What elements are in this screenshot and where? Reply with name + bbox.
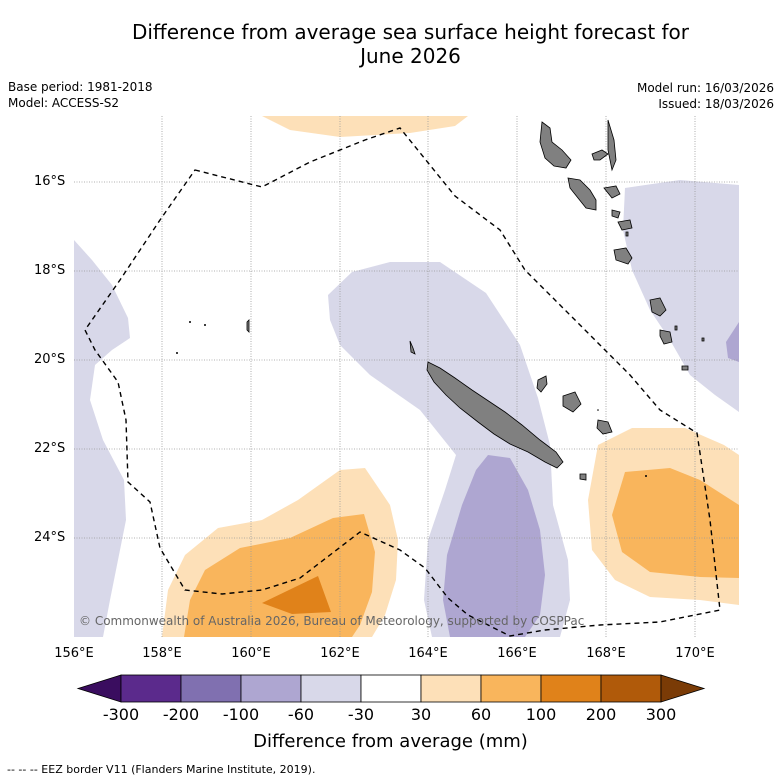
graticule	[74, 116, 739, 637]
cb-tick-label: -200	[162, 705, 200, 724]
island-chesterfield	[246, 319, 250, 333]
cb-tick-label: 60	[470, 705, 492, 724]
lon-label-168e: 168°E	[586, 646, 626, 661]
reef-dots	[176, 321, 647, 477]
island-walpole	[579, 473, 587, 481]
cb-extend-low	[76, 674, 122, 703]
cb-segment	[600, 674, 662, 703]
cb-tick-label: -300	[102, 705, 140, 724]
base-period: Base period: 1981-2018	[8, 80, 153, 94]
lon-label-162e: 162°E	[320, 646, 360, 661]
cb-segment	[240, 674, 302, 703]
map-title: Difference from average sea surface heig…	[0, 20, 781, 68]
map-svg	[74, 116, 739, 637]
lon-label-170e: 170°E	[675, 646, 715, 661]
loyalty-island-lifou	[562, 391, 582, 413]
colorbar-title: Difference from average (mm)	[253, 731, 528, 752]
anomaly-neg-30-west	[74, 240, 130, 637]
island-small-3	[701, 337, 705, 342]
eez-border	[84, 127, 721, 637]
anomaly-neg-30-east	[623, 180, 739, 412]
cb-tick-label: 30	[410, 705, 432, 724]
vanuatu-espiritu-santo	[539, 121, 572, 169]
cb-segment	[120, 674, 182, 703]
lon-label-160e: 160°E	[231, 646, 271, 661]
vanuatu-epi	[603, 185, 621, 199]
vanuatu-efate	[617, 219, 633, 231]
anomaly-pos-60-southeast	[612, 468, 739, 578]
island-small-1	[625, 231, 629, 237]
cb-segment	[300, 674, 362, 703]
land-masses	[246, 119, 705, 481]
vanuatu-ambae	[591, 149, 609, 161]
vanuatu-tanna	[649, 297, 667, 317]
cb-tick-label: -100	[222, 705, 260, 724]
new-caledonia-island	[426, 361, 564, 469]
lon-label-158e: 158°E	[142, 646, 182, 661]
cb-tick-label: 300	[645, 705, 677, 724]
copyright-notice: © Commonwealth of Australia 2026, Bureau…	[79, 614, 585, 628]
eez-footnote: -- -- -- EEZ border V11 (Flanders Marine…	[7, 763, 316, 776]
lon-label-164e: 164°E	[408, 646, 448, 661]
anomaly-pos-30-north	[262, 116, 468, 137]
cb-tick-label: 200	[585, 705, 617, 724]
anomaly-neg-60-central	[443, 455, 545, 637]
model-run: Model run: 16/03/2026	[636, 81, 774, 95]
island-matthew	[681, 365, 689, 371]
lon-label-156e: 156°E	[54, 646, 94, 661]
map-area	[74, 116, 739, 637]
anomaly-pos-100-southwest	[262, 576, 331, 614]
loyalty-island-mare	[596, 419, 613, 435]
cb-segment	[420, 674, 482, 703]
vanuatu-erromango	[613, 247, 633, 265]
meta-left: Base period: 1981-2018 Model: ACCESS-S2	[8, 79, 153, 111]
cb-tick-label: 100	[525, 705, 557, 724]
island-small-2	[674, 325, 678, 331]
vanuatu-pentecost	[607, 119, 617, 172]
cb-segment	[360, 674, 422, 703]
title-line-2: June 2026	[360, 44, 461, 68]
model-name: Model: ACCESS-S2	[8, 96, 120, 110]
cb-tick-label: -60	[287, 705, 315, 724]
lon-label-166e: 166°E	[497, 646, 537, 661]
title-line-1: Difference from average sea surface heig…	[131, 20, 690, 44]
island-belep	[409, 340, 416, 355]
vanuatu-aneityum	[659, 329, 673, 345]
lat-label-16s: 16°S	[34, 174, 66, 189]
lat-label-18s: 18°S	[34, 263, 66, 278]
cb-segment	[540, 674, 602, 703]
lat-label-24s: 24°S	[34, 530, 66, 545]
cb-tick-label: -30	[347, 705, 375, 724]
loyalty-island-ouvea	[536, 375, 548, 393]
vanuatu-malekula	[567, 177, 597, 211]
anomaly-neg-60-east	[726, 322, 739, 362]
cb-segment	[180, 674, 242, 703]
cb-segment	[480, 674, 542, 703]
vanuatu-shepherds	[611, 209, 621, 219]
lat-label-20s: 20°S	[34, 352, 66, 367]
issued-date: Issued: 18/03/2026	[658, 97, 774, 111]
meta-right: Model run: 16/03/2026 Issued: 18/03/2026	[637, 80, 774, 112]
lat-label-22s: 22°S	[34, 441, 66, 456]
cb-extend-high	[660, 674, 706, 703]
